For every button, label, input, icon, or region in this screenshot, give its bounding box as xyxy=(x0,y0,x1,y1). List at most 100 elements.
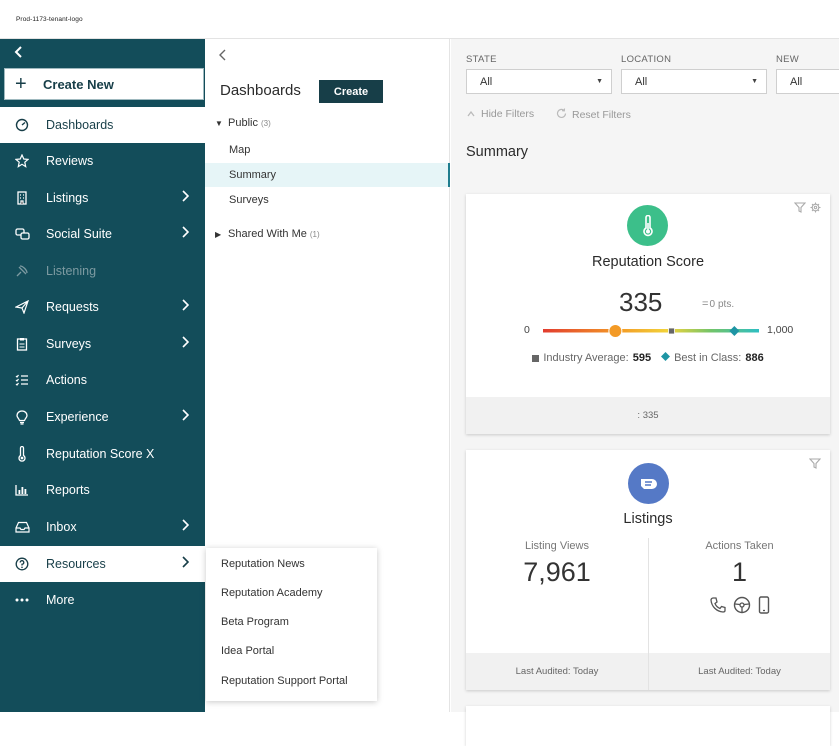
refresh-icon xyxy=(556,108,567,122)
filter-icon[interactable] xyxy=(793,200,807,218)
tenant-logo[interactable]: Prod-1173-tenant-logo xyxy=(16,16,83,23)
clipboard-icon xyxy=(14,337,30,351)
bar-chart-icon xyxy=(14,484,30,496)
gauge-max-label: 1,000 xyxy=(767,324,794,336)
public-count: (3) xyxy=(260,118,271,128)
chevron-right-icon xyxy=(181,519,190,534)
hide-filters-link[interactable]: Hide Filters xyxy=(467,108,534,120)
gear-icon[interactable] xyxy=(810,200,821,218)
filter-icon[interactable] xyxy=(808,456,822,474)
dashboard-item-surveys[interactable]: Surveys xyxy=(205,188,450,212)
sidebar-item-inbox[interactable]: Inbox xyxy=(0,509,205,545)
resources-menu: Reputation News Reputation Academy Beta … xyxy=(206,548,377,701)
card-divider xyxy=(648,538,649,690)
dashboard-item-map[interactable]: Map xyxy=(205,138,450,162)
best-in-class-label: Best in Class: xyxy=(674,352,742,364)
paper-plane-icon xyxy=(14,300,30,314)
location-filter-value: All xyxy=(635,75,648,88)
industry-average-value: 595 xyxy=(632,352,652,364)
sidebar-item-label: Experience xyxy=(46,410,109,424)
footer-divider xyxy=(648,653,649,690)
collapse-sidebar-icon[interactable] xyxy=(14,45,28,61)
sidebar-item-listening[interactable]: Listening xyxy=(0,253,205,289)
listings-icon xyxy=(628,463,669,504)
sidebar-item-label: Actions xyxy=(46,373,87,387)
card-footer-text: : 335 xyxy=(637,410,659,421)
caret-down-icon: ▼ xyxy=(751,78,758,85)
actions-taken-footer: Last Audited: Today xyxy=(698,666,781,677)
menu-item-support-portal[interactable]: Reputation Support Portal xyxy=(221,675,348,687)
sidebar-item-dashboards[interactable]: Dashboards xyxy=(0,107,205,143)
sidebar-item-actions[interactable]: Actions xyxy=(0,362,205,398)
thermometer-icon xyxy=(627,205,668,246)
collapse-panel-icon[interactable] xyxy=(219,49,227,64)
benchmark-legend: Industry Average: 595 Best in Class: 886 xyxy=(466,352,830,364)
chevron-right-icon xyxy=(181,556,190,571)
sidebar-item-social-suite[interactable]: Social Suite xyxy=(0,216,205,252)
create-new-button[interactable]: + Create New xyxy=(4,68,204,100)
sidebar-item-resources[interactable]: Resources xyxy=(0,546,205,582)
industry-average-label: Industry Average: xyxy=(543,352,629,364)
sidebar-item-label: Reputation Score X xyxy=(46,447,155,461)
public-group-toggle[interactable]: ▼ Public (3) xyxy=(215,117,271,129)
reset-filters-label: Reset Filters xyxy=(572,109,631,121)
sidebar-item-label: Dashboards xyxy=(46,118,114,132)
sidebar-item-reports[interactable]: Reports xyxy=(0,472,205,508)
sidebar-item-requests[interactable]: Requests xyxy=(0,289,205,325)
page-title: Summary xyxy=(466,144,529,160)
state-filter-select[interactable]: All ▼ xyxy=(466,69,612,94)
checklist-icon xyxy=(14,373,30,387)
gauge-score-marker xyxy=(608,324,623,338)
phone-icon xyxy=(709,596,727,619)
chevron-right-icon xyxy=(181,409,190,424)
sidebar-item-label: Requests xyxy=(46,300,99,314)
shared-group-label: Shared With Me xyxy=(228,228,307,240)
sidebar-item-more[interactable]: More xyxy=(0,582,205,618)
sidebar-item-label: More xyxy=(46,593,75,607)
listing-views-value: 7,961 xyxy=(523,557,591,587)
next-card xyxy=(466,706,830,746)
caret-down-icon: ▼ xyxy=(596,78,603,85)
caret-right-icon: ▶ xyxy=(215,229,222,239)
thermometer-icon xyxy=(14,446,30,462)
chat-bubbles-icon xyxy=(14,227,30,241)
listing-views-footer: Last Audited: Today xyxy=(515,666,599,677)
menu-item-beta-program[interactable]: Beta Program xyxy=(221,616,289,628)
listing-views-label: Listing Views xyxy=(525,540,589,552)
sidebar-item-surveys[interactable]: Surveys xyxy=(0,326,205,362)
steering-wheel-icon xyxy=(733,596,751,619)
sidebar-item-reviews[interactable]: Reviews xyxy=(0,143,205,179)
menu-item-reputation-news[interactable]: Reputation News xyxy=(221,558,305,570)
chevron-right-icon xyxy=(181,299,190,314)
gauge-icon xyxy=(14,118,30,132)
sidebar-item-label: Reports xyxy=(46,483,90,497)
lightbulb-icon xyxy=(14,409,30,425)
listings-card: Listings Listing Views 7,961 Actions Tak… xyxy=(466,450,830,690)
dashboard-item-summary[interactable]: Summary xyxy=(205,163,450,187)
location-filter-select[interactable]: All ▼ xyxy=(621,69,767,94)
sidebar: + Create New Dashboards Reviews Listings… xyxy=(0,39,205,712)
reputation-score-card: Reputation Score 335 = 0 pts. 0 1,0 xyxy=(466,194,830,434)
reset-filters-link[interactable]: Reset Filters xyxy=(556,108,631,122)
menu-item-reputation-academy[interactable]: Reputation Academy xyxy=(221,587,323,599)
diamond-marker-icon xyxy=(661,352,671,364)
public-group-label: Public xyxy=(228,117,258,129)
create-new-label: Create New xyxy=(43,76,114,92)
score-change-value: 0 xyxy=(709,298,715,310)
card-actions xyxy=(808,456,822,474)
state-filter-value: All xyxy=(480,75,493,88)
shared-group-toggle[interactable]: ▶ Shared With Me (1) xyxy=(215,228,320,240)
sidebar-item-experience[interactable]: Experience xyxy=(0,399,205,435)
sidebar-item-listings[interactable]: Listings xyxy=(0,180,205,216)
caret-down-icon: ▼ xyxy=(215,118,223,128)
sidebar-item-label: Surveys xyxy=(46,337,92,351)
create-dashboard-button[interactable]: Create xyxy=(319,80,383,103)
sidebar-item-reputation-score-x[interactable]: Reputation Score X xyxy=(0,436,205,472)
score-gauge xyxy=(543,324,759,338)
gauge-min-label: 0 xyxy=(524,324,530,336)
dashboard-item-label: Surveys xyxy=(229,194,269,206)
new-filter-select[interactable]: All xyxy=(776,69,839,94)
menu-item-idea-portal[interactable]: Idea Portal xyxy=(221,645,275,657)
equals-icon: = xyxy=(702,298,709,310)
reputation-score-value: 335 xyxy=(619,287,663,317)
